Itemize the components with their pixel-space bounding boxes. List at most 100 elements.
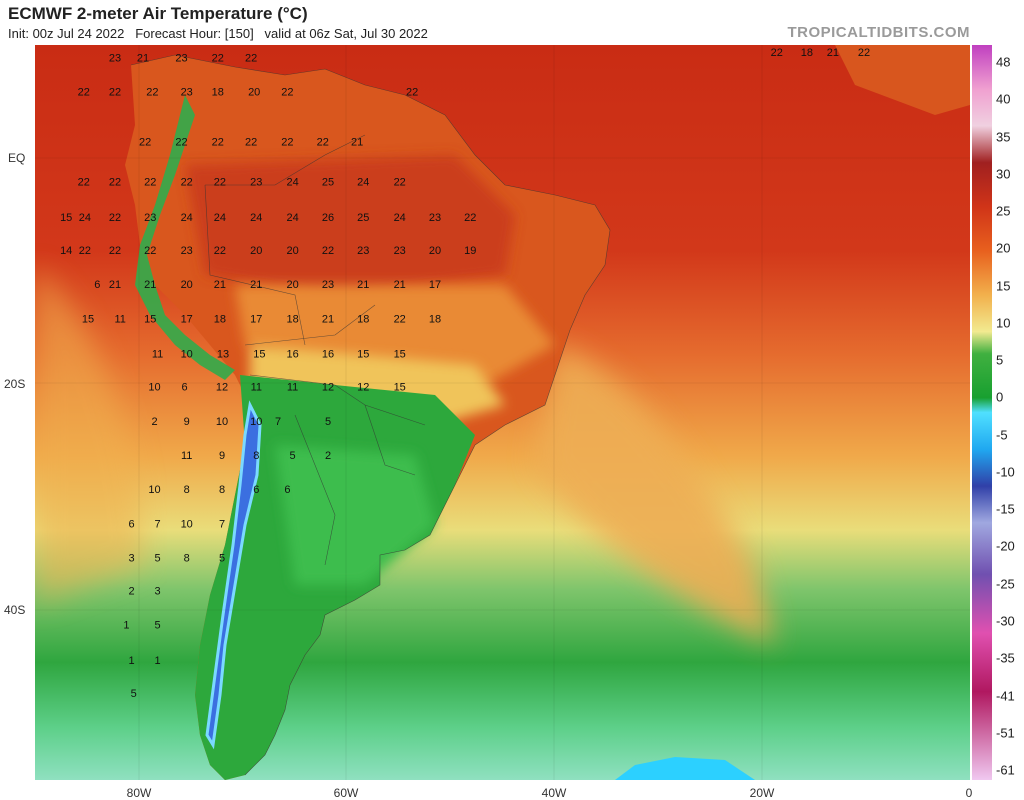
colorbar-tick-label: -51 [996, 725, 1015, 741]
warm-tongue [535, 345, 775, 645]
land-hot-core [185, 155, 515, 295]
temperature-label: 21 [137, 52, 149, 64]
temperature-label: 17 [429, 279, 441, 291]
temperature-label: 1 [155, 655, 161, 667]
temperature-label: 23 [144, 212, 156, 224]
temperature-label: 23 [429, 212, 441, 224]
temperature-label: 21 [827, 47, 839, 59]
temperature-label: 22 [109, 212, 121, 224]
temperature-label: 22 [245, 136, 257, 148]
colorbar-tick-label: -20 [996, 538, 1015, 554]
temperature-label: 1 [129, 655, 135, 667]
temperature-label: 22 [109, 87, 121, 99]
temperature-label: 19 [464, 245, 476, 257]
temperature-label: 22 [858, 47, 870, 59]
temperature-label: 22 [78, 87, 90, 99]
temperature-label: 15 [394, 382, 406, 394]
temperature-label: 23 [322, 279, 334, 291]
temperature-label: 3 [129, 552, 135, 564]
temperature-label: 5 [155, 620, 161, 632]
temperature-label: 6 [129, 518, 135, 530]
temperature-label: 5 [290, 450, 296, 462]
temperature-label: 20 [181, 279, 193, 291]
colorbar-tick-label: 0 [996, 389, 1004, 405]
temperature-label: 6 [284, 484, 290, 496]
temperature-label: 15 [253, 349, 265, 361]
temperature-label: 20 [286, 245, 298, 257]
temperature-label: 9 [184, 416, 190, 428]
pampas-light-green [275, 445, 435, 585]
temperature-label: 11 [287, 382, 298, 394]
temperature-label: 16 [322, 349, 334, 361]
temperature-label: 22 [212, 136, 224, 148]
temperature-label: 18 [214, 313, 226, 325]
temperature-label: 22 [139, 136, 151, 148]
temperature-label: 10 [216, 416, 228, 428]
temperature-label: 12 [322, 382, 334, 394]
temperature-label: 22 [394, 177, 406, 189]
colorbar-tick-label: -41 [996, 688, 1015, 703]
temperature-label: 11 [251, 382, 262, 394]
colorbar-tick-label: 48 [996, 54, 1011, 70]
lon-label-0: 0 [965, 786, 973, 800]
andes-north [135, 95, 235, 380]
temperature-label: 10 [148, 484, 160, 496]
source-watermark: TROPICALTIDBITS.COM [787, 24, 970, 41]
temperature-label: 6 [94, 279, 100, 291]
temperature-label: 13 [217, 349, 229, 361]
temperature-label: 8 [184, 484, 190, 496]
temperature-label: 8 [253, 450, 259, 462]
forecast-info: Init: 00z Jul 24 2022 Forecast Hour: [15… [8, 26, 428, 41]
temperature-label: 24 [394, 212, 406, 224]
temperature-label: 21 [357, 279, 369, 291]
temperature-label: 24 [286, 177, 298, 189]
colorbar-tick-label: -61 [996, 762, 1015, 778]
colorbar-tick-label: -35 [996, 650, 1015, 666]
temperature-label: 23 [109, 52, 121, 64]
temperature-label: 10 [181, 349, 193, 361]
temperature-label: 22 [78, 177, 90, 189]
temperature-label: 22 [771, 47, 783, 59]
colorbar-tick-label: 30 [996, 166, 1011, 182]
temperature-label: 15 [357, 349, 369, 361]
temperature-label: 22 [212, 52, 224, 64]
temperature-label: 2 [129, 586, 135, 598]
temperature-label: 21 [214, 279, 226, 291]
temperature-label: 22 [245, 52, 257, 64]
temperature-label: 18 [286, 313, 298, 325]
temperature-label: 23 [175, 52, 187, 64]
temperature-label: 6 [182, 382, 188, 394]
temperature-label: 22 [144, 177, 156, 189]
africa-land [835, 45, 970, 115]
temperature-label: 21 [144, 279, 156, 291]
temperature-label: 10 [148, 382, 160, 394]
temperature-label: 17 [250, 313, 262, 325]
temperature-label: 16 [286, 349, 298, 361]
temperature-label: 15 [144, 313, 156, 325]
cool-band-west [35, 265, 145, 605]
temperature-label: 22 [464, 212, 476, 224]
lat-label-eq: EQ [8, 151, 26, 165]
temperature-label: 5 [131, 688, 137, 700]
temperature-label: 23 [181, 245, 193, 257]
temperature-label: 21 [250, 279, 262, 291]
temperature-label: 22 [109, 177, 121, 189]
temperature-label: 12 [357, 382, 369, 394]
temperature-label: 23 [250, 177, 262, 189]
temperature-label: 7 [275, 416, 281, 428]
temperature-colorbar [972, 45, 992, 780]
temperature-label: 11 [114, 313, 125, 325]
colorbar-tick-label: -10 [996, 464, 1015, 480]
temperature-label: 24 [286, 212, 298, 224]
colorbar-tick-label: 25 [996, 203, 1011, 219]
temperature-label: 12 [216, 382, 228, 394]
temperature-label: 26 [322, 212, 334, 224]
temperature-label: 3 [155, 586, 161, 598]
lon-label-20w: 20W [749, 786, 775, 800]
colorbar-tick-label: -15 [996, 501, 1015, 517]
temperature-label: 21 [394, 279, 406, 291]
temperature-label: 6 [253, 484, 259, 496]
temperature-label: 17 [181, 313, 193, 325]
temperature-label: 18 [429, 313, 441, 325]
